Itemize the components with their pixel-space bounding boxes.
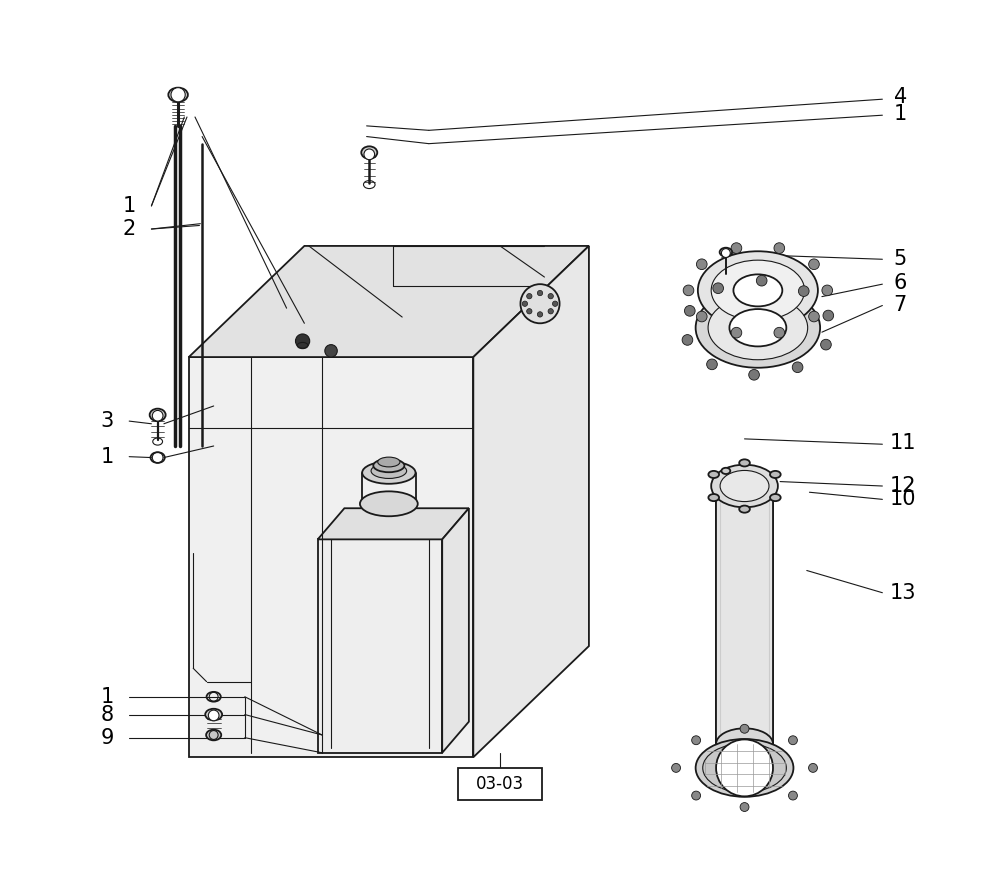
Text: 3: 3 [100, 411, 114, 431]
Ellipse shape [770, 494, 781, 501]
Ellipse shape [711, 465, 778, 508]
Text: 1: 1 [894, 104, 907, 124]
Text: 1: 1 [100, 687, 114, 706]
Polygon shape [442, 508, 469, 753]
Circle shape [713, 283, 723, 293]
Text: 03-03: 03-03 [476, 775, 524, 793]
Text: 8: 8 [100, 705, 114, 724]
Ellipse shape [168, 87, 188, 102]
Circle shape [672, 764, 681, 772]
Polygon shape [189, 357, 473, 757]
Text: 2: 2 [123, 219, 136, 239]
Ellipse shape [378, 457, 400, 467]
Ellipse shape [708, 471, 719, 478]
Ellipse shape [205, 709, 222, 721]
Circle shape [527, 293, 532, 299]
Circle shape [740, 724, 749, 733]
Circle shape [682, 334, 693, 345]
Circle shape [692, 736, 701, 745]
Circle shape [792, 362, 803, 373]
Text: 9: 9 [100, 728, 114, 747]
Circle shape [822, 285, 833, 296]
Circle shape [208, 710, 219, 721]
Text: 7: 7 [894, 294, 907, 315]
Text: 1: 1 [123, 196, 136, 216]
Circle shape [809, 311, 819, 322]
Circle shape [527, 309, 532, 314]
Circle shape [809, 259, 819, 269]
Ellipse shape [703, 743, 786, 792]
Circle shape [295, 334, 310, 348]
Ellipse shape [708, 494, 719, 501]
Ellipse shape [361, 146, 377, 159]
Polygon shape [473, 246, 589, 757]
Circle shape [171, 87, 185, 102]
Circle shape [152, 410, 163, 421]
Circle shape [789, 791, 797, 800]
Text: 11: 11 [890, 434, 916, 453]
Ellipse shape [373, 458, 404, 472]
Circle shape [774, 327, 785, 338]
Ellipse shape [720, 248, 732, 257]
Circle shape [696, 259, 707, 269]
Ellipse shape [708, 296, 808, 359]
Circle shape [740, 803, 749, 812]
Circle shape [684, 305, 695, 316]
Ellipse shape [696, 739, 793, 797]
Circle shape [809, 764, 817, 772]
Circle shape [696, 311, 707, 322]
Text: 10: 10 [890, 490, 916, 509]
Circle shape [548, 293, 553, 299]
Circle shape [789, 736, 797, 745]
Circle shape [749, 369, 759, 380]
Ellipse shape [371, 463, 407, 478]
Circle shape [692, 791, 701, 800]
Circle shape [325, 344, 337, 357]
Text: 4: 4 [894, 87, 907, 107]
Ellipse shape [360, 491, 418, 516]
Circle shape [548, 309, 553, 314]
Text: 1: 1 [100, 447, 114, 467]
Circle shape [364, 149, 375, 160]
Ellipse shape [150, 409, 166, 421]
Circle shape [821, 339, 831, 350]
Text: 12: 12 [890, 476, 916, 496]
Ellipse shape [770, 471, 781, 478]
Text: 5: 5 [894, 249, 907, 269]
Ellipse shape [733, 275, 782, 306]
Ellipse shape [362, 461, 416, 483]
Circle shape [683, 285, 694, 296]
Ellipse shape [716, 729, 773, 759]
Circle shape [721, 249, 730, 258]
Ellipse shape [729, 309, 786, 346]
Ellipse shape [720, 470, 769, 501]
Circle shape [756, 276, 767, 286]
Ellipse shape [739, 459, 750, 467]
Circle shape [774, 243, 785, 253]
Ellipse shape [206, 730, 221, 740]
Ellipse shape [696, 288, 820, 368]
Circle shape [537, 311, 543, 317]
Circle shape [552, 301, 558, 306]
Circle shape [716, 739, 773, 797]
Ellipse shape [739, 506, 750, 513]
Polygon shape [716, 486, 773, 744]
Circle shape [707, 359, 717, 369]
Polygon shape [189, 246, 589, 357]
Circle shape [798, 285, 809, 296]
Circle shape [731, 327, 742, 338]
Polygon shape [318, 508, 469, 540]
Text: 13: 13 [890, 582, 916, 603]
Ellipse shape [711, 260, 805, 320]
Circle shape [731, 243, 742, 253]
Circle shape [537, 291, 543, 296]
FancyBboxPatch shape [458, 768, 542, 800]
Circle shape [522, 301, 528, 306]
Polygon shape [318, 540, 442, 753]
Circle shape [520, 285, 560, 323]
Ellipse shape [721, 467, 730, 474]
Circle shape [823, 310, 834, 321]
Ellipse shape [698, 252, 818, 329]
Text: 6: 6 [893, 273, 907, 293]
